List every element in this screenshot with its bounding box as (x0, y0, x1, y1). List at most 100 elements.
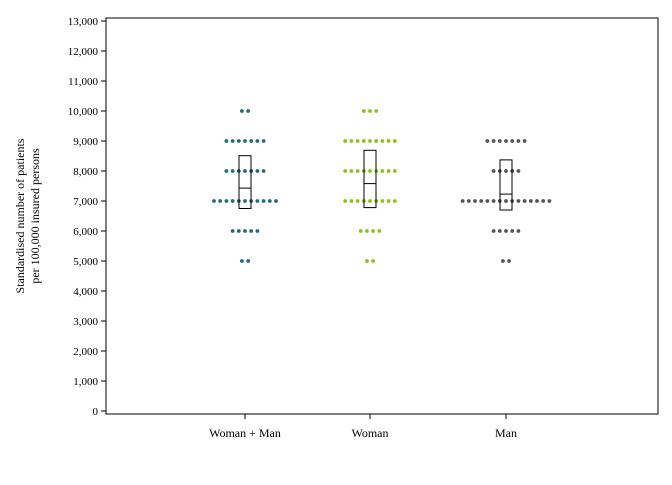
data-point (479, 199, 484, 203)
iqr-box (499, 159, 513, 211)
data-point (343, 139, 348, 143)
plot-frame (105, 17, 659, 415)
data-point (491, 199, 496, 203)
data-point (349, 199, 354, 203)
y-axis: 0 1,000 2,000 3,000 4,000 5,000 6,000 7,000 8,00… (68, 16, 106, 418)
data-point (240, 109, 244, 113)
data-point (355, 199, 360, 203)
data-point (380, 169, 385, 173)
y-tick-label: 4,000 (73, 286, 98, 298)
data-point (510, 229, 515, 233)
data-point (224, 169, 229, 173)
series-group (460, 139, 552, 263)
data-point (380, 139, 385, 143)
data-point (358, 229, 363, 233)
data-point (246, 109, 251, 113)
y-axis-label: Standardised number of patients per 100,0… (13, 138, 42, 293)
data-point (522, 199, 527, 203)
data-point (243, 199, 247, 203)
data-point (497, 139, 502, 143)
data-point (380, 199, 385, 203)
data-point (504, 139, 508, 143)
data-point (349, 169, 354, 173)
series-group (343, 109, 397, 263)
y-tick-label: 0 (93, 406, 99, 418)
data-point (230, 169, 235, 173)
data-point (386, 199, 391, 203)
data-point (355, 139, 360, 143)
data-point (392, 139, 397, 143)
data-point (212, 199, 216, 203)
y-tick-label: 8,000 (73, 166, 98, 178)
data-point (374, 139, 379, 143)
data-point (368, 139, 372, 143)
data-point (236, 139, 241, 143)
data-point (261, 139, 266, 143)
data-point (497, 229, 502, 233)
data-point (365, 259, 369, 263)
data-point (243, 139, 247, 143)
data-point (230, 199, 235, 203)
data-point (522, 139, 527, 143)
data-point (368, 109, 372, 113)
data-point (392, 199, 397, 203)
data-point (528, 199, 533, 203)
data-point (374, 109, 379, 113)
data-point (343, 169, 348, 173)
data-point (255, 139, 260, 143)
data-point (230, 139, 235, 143)
data-point (361, 109, 366, 113)
data-point (368, 199, 372, 203)
data-point (224, 199, 229, 203)
x-category-label: Woman + Man (209, 426, 281, 440)
data-point (466, 199, 471, 203)
data-point (371, 229, 375, 233)
data-point (501, 259, 505, 263)
data-point (349, 139, 354, 143)
data-point (355, 169, 360, 173)
y-tick-label: 1,000 (73, 376, 98, 388)
data-point (541, 199, 546, 203)
iqr-box (238, 155, 252, 209)
data-point (491, 229, 496, 233)
data-point (224, 139, 229, 143)
x-category-label: Man (495, 426, 517, 440)
data-point (255, 199, 260, 203)
y-axis-title-line: Standardised number of patients (13, 138, 27, 293)
data-point (255, 229, 260, 233)
data-point (249, 229, 254, 233)
data-point (368, 169, 372, 173)
data-point (218, 199, 223, 203)
y-tick-label: 10,000 (68, 106, 99, 118)
data-point (371, 259, 375, 263)
y-tick-label: 9,000 (73, 136, 98, 148)
data-point (516, 139, 521, 143)
y-tick-label: 13,000 (68, 16, 99, 28)
y-tick-label: 3,000 (73, 316, 98, 328)
y-tick-label: 12,000 (68, 46, 99, 58)
data-point (535, 199, 539, 203)
data-point (240, 259, 244, 263)
data-point (510, 139, 515, 143)
data-point (392, 169, 397, 173)
data-point (249, 139, 254, 143)
data-point (507, 259, 511, 263)
data-point (261, 169, 266, 173)
data-point (246, 259, 251, 263)
data-point (516, 229, 521, 233)
data-point (243, 229, 247, 233)
data-point (255, 169, 260, 173)
data-point (365, 229, 369, 233)
plot-area (212, 109, 552, 263)
data-point (343, 199, 348, 203)
data-point (361, 139, 366, 143)
iqr-box (363, 149, 377, 209)
data-point (243, 169, 247, 173)
y-tick-label: 7,000 (73, 196, 98, 208)
y-tick-label: 6,000 (73, 226, 98, 238)
data-point (504, 169, 508, 173)
y-tick-label: 2,000 (73, 346, 98, 358)
data-point (491, 139, 496, 143)
